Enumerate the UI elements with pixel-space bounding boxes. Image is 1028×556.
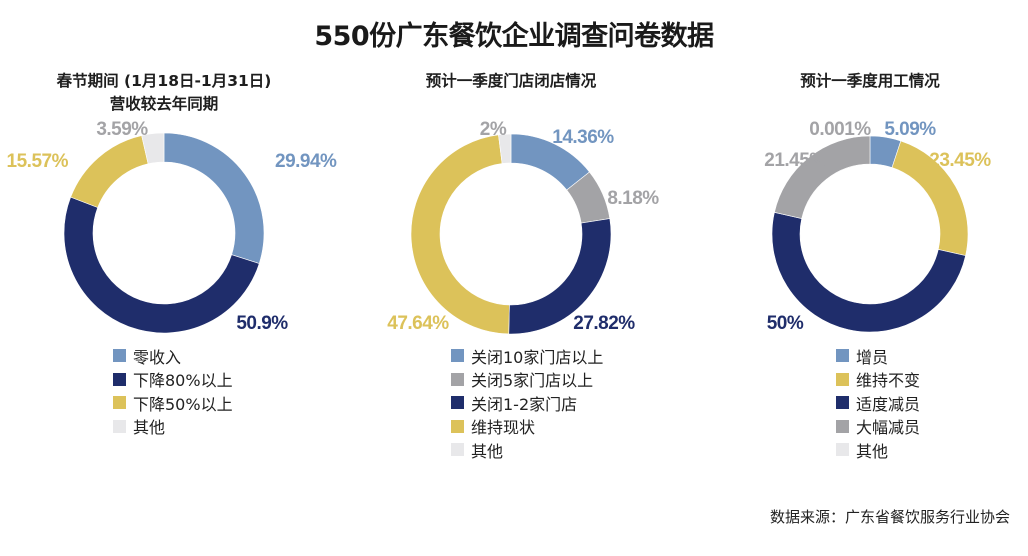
donut-slice-2 <box>63 196 260 334</box>
legend-label: 下降80%以上 <box>133 371 233 391</box>
legend-swatch <box>451 372 464 386</box>
slice-value-label: 0.001% <box>809 119 871 140</box>
chart-2-title-line1: 预计一季度门店闭店情况 <box>425 72 597 90</box>
legend-item: 零收入 <box>113 344 233 368</box>
chart-2-legend: 关闭10家门店以上 关闭5家门店以上 关闭1-2家门店 维持现状其他 <box>451 344 603 462</box>
slice-value-label: 14.36% <box>552 127 614 148</box>
slice-value-label: 2% <box>480 119 507 140</box>
slice-value-label: 29.94% <box>275 151 337 172</box>
legend-label: 适度减员 <box>856 394 921 414</box>
legend-swatch <box>113 372 126 386</box>
chart-3-legend: 增员维持不变适度减员大幅减员其他 <box>836 344 920 462</box>
slice-value-label: 5.09% <box>884 119 936 140</box>
legend-item: 下降80%以上 <box>113 368 233 392</box>
donut-chart-staffing: 5.09% 23.45% 50% 21.45% 0.001% <box>764 119 992 334</box>
slice-value-label: 47.64% <box>387 313 449 334</box>
legend-item: 关闭10家门店以上 <box>451 344 603 368</box>
legend-label: 下降50%以上 <box>133 394 233 414</box>
donut-slice-3 <box>70 135 149 208</box>
donut-slice-3 <box>771 211 966 333</box>
legend-label: 零收入 <box>133 347 182 367</box>
legend-item: 其他 <box>113 415 233 439</box>
legend-label: 其他 <box>856 441 889 461</box>
legend-label: 关闭10家门店以上 <box>471 347 604 367</box>
legend-label: 维持现状 <box>471 418 536 438</box>
legend-label: 其他 <box>133 418 166 438</box>
slice-value-label: 23.45% <box>929 150 991 171</box>
legend-item: 其他 <box>451 438 603 462</box>
slice-value-label: 3.59% <box>96 119 148 140</box>
legend-swatch <box>451 349 464 363</box>
donut-chart-store-closure: 14.36% 8.18% 27.82% 47.64% 2% <box>387 119 660 335</box>
donut-slice-5 <box>498 133 512 164</box>
legend-swatch <box>836 419 849 433</box>
donut-slice-4 <box>774 135 871 219</box>
chart-1-title-line1: 春节期间 (1月18日-1月31日) <box>56 72 272 90</box>
legend-item: 下降50%以上 <box>113 391 233 415</box>
legend-item: 其他 <box>836 438 920 462</box>
slice-value-label: 8.18% <box>607 188 659 209</box>
donut-slice-4 <box>410 134 510 335</box>
legend-label: 大幅减员 <box>856 418 921 438</box>
legend-label: 维持不变 <box>856 371 921 391</box>
slice-value-label: 50% <box>767 313 804 334</box>
main-title: 550份广东餐饮企业调查问卷数据 <box>314 21 714 52</box>
legend-swatch <box>836 443 849 457</box>
legend-item: 增员 <box>836 344 920 368</box>
legend-item: 大幅减员 <box>836 415 920 439</box>
legend-item: 关闭5家门店以上 <box>451 368 603 392</box>
legend-swatch <box>451 396 464 410</box>
legend-item: 维持不变 <box>836 368 920 392</box>
chart-1-legend: 零收入下降80%以上 下降50%以上 其他 <box>113 344 233 438</box>
legend-swatch <box>113 419 126 433</box>
legend-label: 关闭1-2家门店 <box>471 394 578 414</box>
legend-swatch <box>113 349 126 363</box>
legend-swatch <box>451 443 464 457</box>
donut-slice-1 <box>163 132 265 264</box>
legend-item: 维持现状 <box>451 415 603 439</box>
chart-1-title-line2: 营收较去年同期 <box>109 95 219 113</box>
legend-swatch <box>113 396 126 410</box>
legend-label: 关闭5家门店以上 <box>471 371 594 391</box>
legend-item: 关闭1-2家门店 <box>451 391 603 415</box>
legend-label: 其他 <box>471 441 504 461</box>
slice-value-label: 21.45% <box>764 150 826 171</box>
legend-swatch <box>836 372 849 386</box>
slice-value-label: 15.57% <box>7 151 69 172</box>
legend-swatch <box>836 349 849 363</box>
donut-chart-revenue: 29.94% 50.9% 15.57% 3.59% <box>7 119 338 334</box>
legend-item: 适度减员 <box>836 391 920 415</box>
data-source: 数据来源：广东省餐饮服务行业协会 <box>769 508 1010 526</box>
legend-swatch <box>836 396 849 410</box>
chart-2-title: 预计一季度门店闭店情况 <box>391 70 631 93</box>
slice-value-label: 27.82% <box>573 313 635 334</box>
slice-value-label: 50.9% <box>236 313 288 334</box>
chart-3-title-line1: 预计一季度用工情况 <box>800 72 940 90</box>
legend-label: 增员 <box>856 347 889 367</box>
chart-1-title: 春节期间 (1月18日-1月31日) 营收较去年同期 <box>44 70 284 116</box>
donut-slice-4 <box>141 132 165 165</box>
chart-3-title: 预计一季度用工情况 <box>750 70 990 93</box>
legend-swatch <box>451 419 464 433</box>
